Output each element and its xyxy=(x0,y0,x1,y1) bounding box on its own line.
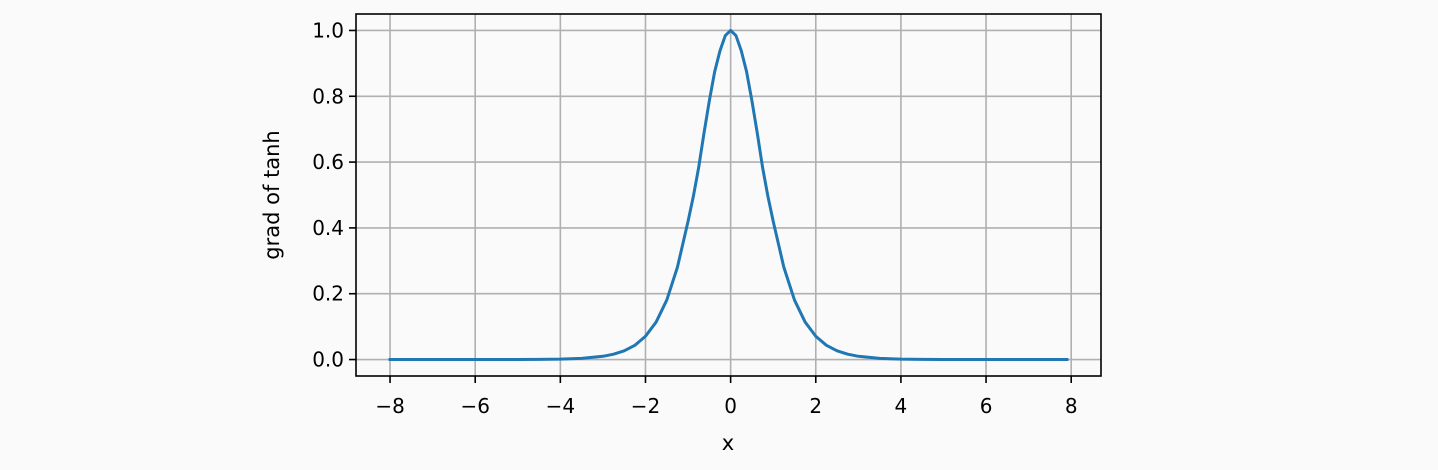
y-tick-label: 0.2 xyxy=(312,282,344,306)
x-tick-label: 4 xyxy=(895,394,908,418)
x-tick-label: 6 xyxy=(980,394,993,418)
tick-layer: −8 −6 −4 −2 0 2 4 6 8 0.0 0.2 0.4 0.6 0.8 1.0 xyxy=(312,18,1077,418)
y-tick-label: 0.6 xyxy=(312,150,344,174)
x-tick-label: −4 xyxy=(546,394,575,418)
x-tick-label: −2 xyxy=(631,394,660,418)
y-tick-label: 0.4 xyxy=(312,216,344,240)
y-tick-label: 1.0 xyxy=(312,18,344,42)
tanh-gradient-line xyxy=(388,28,1069,362)
x-tick-label: 2 xyxy=(809,394,822,418)
x-axis-label: x xyxy=(722,431,734,455)
y-tick-label: 0.8 xyxy=(312,84,344,108)
x-tick-label: 8 xyxy=(1065,394,1078,418)
x-tick-label: −6 xyxy=(460,394,489,418)
y-tick-label: 0.0 xyxy=(312,348,344,372)
x-tick-label: −8 xyxy=(375,394,404,418)
grid-layer xyxy=(356,14,1101,376)
plot-frame xyxy=(355,13,1102,377)
series-layer xyxy=(388,28,1069,362)
x-tick-label: 0 xyxy=(724,394,737,418)
y-axis-label: grad of tanh xyxy=(260,130,284,259)
